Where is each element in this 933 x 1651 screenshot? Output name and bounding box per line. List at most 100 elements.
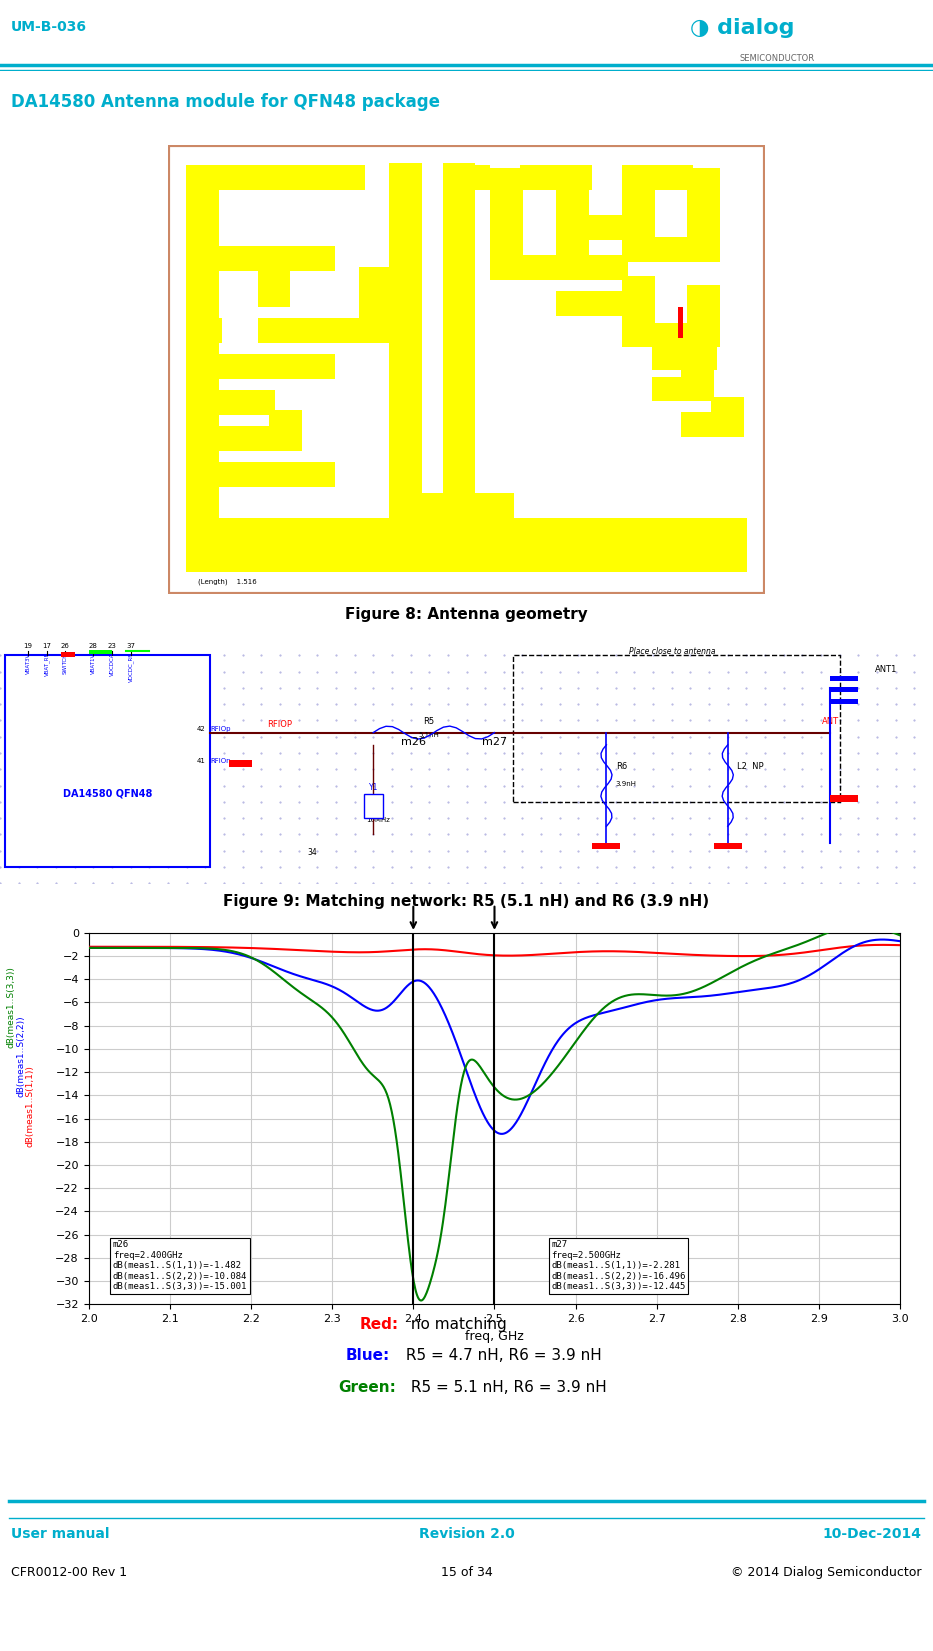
Bar bbox=[442, 163, 476, 459]
X-axis label: freq, GHz: freq, GHz bbox=[466, 1329, 523, 1342]
Text: ANT1: ANT1 bbox=[875, 664, 898, 674]
Text: VBAT_RF: VBAT_RF bbox=[44, 652, 49, 677]
Bar bbox=[186, 165, 365, 190]
Bar bbox=[521, 165, 592, 190]
Bar bbox=[364, 794, 383, 819]
Bar bbox=[621, 165, 693, 190]
Text: CFR0012-00 Rev 1: CFR0012-00 Rev 1 bbox=[11, 1565, 127, 1578]
Text: SWITCH: SWITCH bbox=[63, 652, 68, 674]
Text: VDCDCA: VDCDCA bbox=[109, 652, 115, 677]
Text: R5 = 4.7 nH, R6 = 3.9 nH: R5 = 4.7 nH, R6 = 3.9 nH bbox=[401, 1347, 602, 1364]
Bar bbox=[186, 246, 335, 271]
Bar bbox=[5, 655, 210, 867]
Text: L2  NP: L2 NP bbox=[737, 763, 764, 771]
Text: 17: 17 bbox=[42, 642, 51, 649]
Bar bbox=[830, 700, 858, 703]
Bar bbox=[681, 343, 715, 401]
Bar bbox=[688, 168, 720, 263]
Bar bbox=[186, 426, 275, 451]
Text: RFIOp: RFIOp bbox=[210, 725, 230, 731]
Text: R5 = 5.1 nH, R6 = 3.9 nH: R5 = 5.1 nH, R6 = 3.9 nH bbox=[406, 1380, 606, 1395]
Text: m26
freq=2.400GHz
dB(meas1..S(1,1))=-1.482
dB(meas1..S(2,2))=-10.084
dB(meas1..S: m26 freq=2.400GHz dB(meas1..S(1,1))=-1.4… bbox=[113, 1240, 247, 1291]
Bar bbox=[556, 215, 628, 239]
Bar bbox=[688, 284, 720, 347]
Text: dB(meas1..S(3,3)): dB(meas1..S(3,3)) bbox=[7, 966, 16, 1048]
Text: Green:: Green: bbox=[339, 1380, 397, 1395]
Text: 42: 42 bbox=[197, 725, 205, 731]
Bar bbox=[258, 319, 365, 343]
Text: R5: R5 bbox=[424, 718, 435, 726]
Text: Red:: Red: bbox=[359, 1317, 398, 1332]
Text: DA14580 Antenna module for QFN48 package: DA14580 Antenna module for QFN48 package bbox=[11, 92, 440, 111]
Text: VBAT3V: VBAT3V bbox=[25, 652, 31, 674]
Text: 15 of 34: 15 of 34 bbox=[440, 1565, 493, 1578]
Text: m27
freq=2.500GHz
dB(meas1..S(1,1))=-2.281
dB(meas1..S(2,2))=-16.496
dB(meas1..S: m27 freq=2.500GHz dB(meas1..S(1,1))=-2.2… bbox=[551, 1240, 686, 1291]
Bar bbox=[678, 307, 683, 338]
Text: RFIOn: RFIOn bbox=[210, 758, 230, 764]
Bar bbox=[491, 168, 523, 281]
Text: Place close to antenna: Place close to antenna bbox=[629, 647, 715, 655]
Text: SEMICONDUCTOR: SEMICONDUCTOR bbox=[740, 54, 815, 63]
Bar bbox=[621, 322, 693, 347]
Text: RFIOP: RFIOP bbox=[268, 720, 292, 728]
Bar bbox=[186, 353, 335, 378]
Text: VDCDC_RF: VDCDC_RF bbox=[128, 652, 133, 682]
Bar bbox=[89, 649, 112, 654]
Text: 28: 28 bbox=[89, 642, 98, 649]
Bar bbox=[407, 494, 514, 518]
Bar bbox=[442, 459, 476, 518]
Text: 3.9nH: 3.9nH bbox=[616, 781, 637, 786]
Text: (Length)    1.516: (Length) 1.516 bbox=[198, 580, 257, 586]
Bar bbox=[389, 163, 422, 518]
Text: no matching: no matching bbox=[406, 1317, 507, 1332]
Text: User manual: User manual bbox=[11, 1527, 110, 1542]
Bar bbox=[442, 165, 491, 190]
Bar bbox=[621, 312, 655, 347]
Text: Figure 9: Matching network: R5 (5.1 nH) and R6 (3.9 nH): Figure 9: Matching network: R5 (5.1 nH) … bbox=[223, 893, 710, 910]
Bar bbox=[491, 256, 562, 281]
Bar bbox=[621, 238, 693, 263]
Text: Y1: Y1 bbox=[369, 783, 378, 791]
Bar bbox=[61, 652, 75, 657]
Text: dB(meas1..S(2,2)): dB(meas1..S(2,2)) bbox=[16, 1015, 25, 1098]
Bar bbox=[592, 842, 620, 849]
Text: R6: R6 bbox=[616, 763, 627, 771]
Text: ◑ dialog: ◑ dialog bbox=[690, 18, 795, 38]
Bar bbox=[186, 518, 747, 571]
Bar bbox=[830, 677, 858, 682]
Bar bbox=[621, 276, 655, 315]
Text: ANT: ANT bbox=[822, 718, 839, 726]
Bar bbox=[186, 319, 222, 343]
Bar bbox=[556, 256, 628, 281]
Bar bbox=[681, 413, 717, 438]
Bar bbox=[556, 291, 628, 315]
Text: 10-Dec-2014: 10-Dec-2014 bbox=[823, 1527, 922, 1542]
Text: m27: m27 bbox=[482, 736, 507, 746]
Text: 19: 19 bbox=[23, 642, 33, 649]
Text: 23: 23 bbox=[107, 642, 117, 649]
Text: DA14580 QFN48: DA14580 QFN48 bbox=[63, 789, 152, 799]
Bar bbox=[389, 165, 419, 190]
Text: VBAT1V: VBAT1V bbox=[91, 652, 96, 674]
Bar bbox=[359, 266, 392, 343]
Bar bbox=[186, 390, 275, 414]
Bar bbox=[714, 842, 742, 849]
Bar bbox=[621, 168, 655, 239]
Text: 34: 34 bbox=[308, 847, 317, 857]
Bar bbox=[556, 168, 589, 281]
Text: 16MHz: 16MHz bbox=[366, 817, 390, 824]
Text: UM-B-036: UM-B-036 bbox=[11, 20, 87, 35]
Bar bbox=[258, 266, 290, 307]
Bar bbox=[229, 761, 252, 766]
Bar bbox=[830, 687, 858, 692]
Bar bbox=[651, 345, 717, 370]
Bar bbox=[651, 376, 688, 401]
Text: 37: 37 bbox=[126, 642, 135, 649]
Text: dB(meas1..S(1,1)): dB(meas1..S(1,1)) bbox=[25, 1065, 35, 1147]
Text: 26: 26 bbox=[61, 642, 70, 649]
Bar bbox=[186, 462, 335, 487]
Text: m26: m26 bbox=[401, 736, 425, 746]
Text: Figure 8: Antenna geometry: Figure 8: Antenna geometry bbox=[345, 606, 588, 622]
Text: Blue:: Blue: bbox=[345, 1347, 389, 1364]
Text: Revision 2.0: Revision 2.0 bbox=[419, 1527, 514, 1542]
